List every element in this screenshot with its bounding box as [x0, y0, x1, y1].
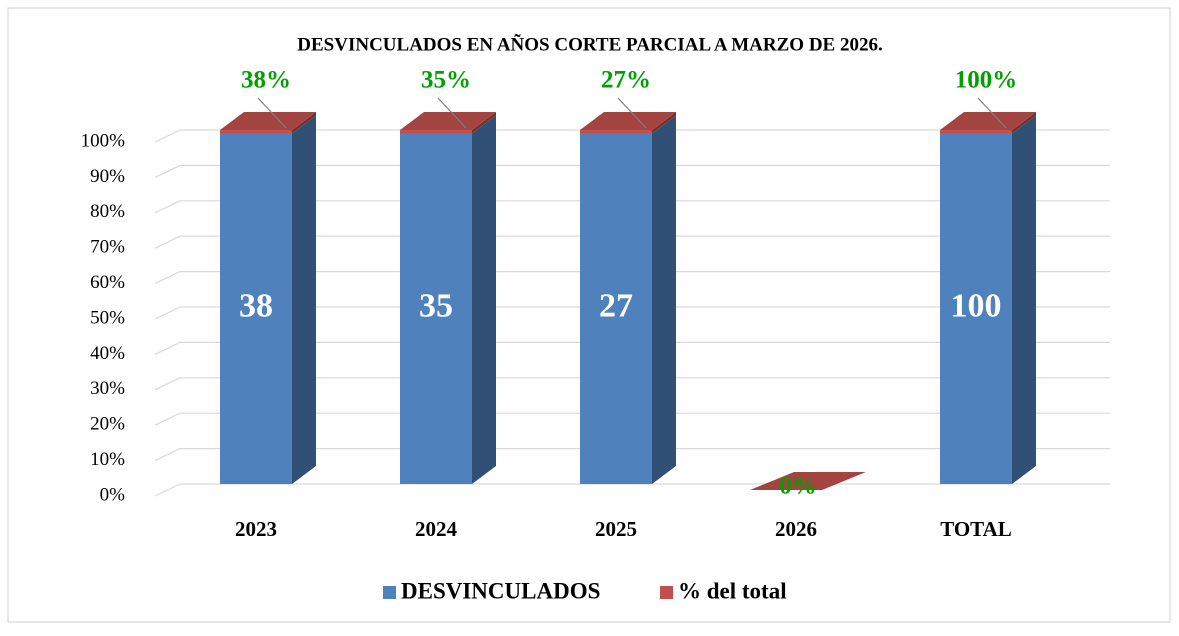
bar-side: [1012, 112, 1036, 134]
bar-top: [750, 472, 866, 490]
bar-side: [652, 112, 676, 134]
x-tick-label: 2025: [595, 517, 637, 541]
grid-diagonal: [154, 377, 181, 391]
data-label: 27%: [601, 67, 651, 94]
bar-front: [400, 130, 472, 134]
y-tick-label: 30%: [90, 378, 125, 399]
y-tick-label: 100%: [81, 130, 126, 151]
y-tick-label: 0%: [100, 484, 126, 505]
y-tick-label: 40%: [90, 343, 125, 364]
bar-top: [220, 112, 316, 130]
y-tick-label: 50%: [90, 307, 125, 328]
leader-line: [617, 97, 647, 129]
data-label: 38%: [241, 67, 291, 94]
x-tick-label: 2023: [235, 517, 277, 541]
x-tick-label: TOTAL: [940, 517, 1012, 541]
y-tick-label: 20%: [90, 414, 125, 435]
bar-front: [580, 133, 652, 484]
bar-side: [292, 112, 316, 134]
y-tick-label: 10%: [90, 449, 125, 470]
leader-line: [257, 97, 287, 129]
data-label: 100%: [955, 67, 1018, 94]
bar-top: [580, 112, 676, 130]
bar-side: [652, 115, 676, 485]
grid-diagonal: [154, 200, 181, 214]
chart-title: DESVINCULADOS EN AÑOS CORTE PARCIAL A MA…: [297, 33, 882, 55]
bar-front: [400, 133, 472, 484]
legend-swatch: [383, 586, 396, 599]
grid-diagonal: [154, 164, 181, 178]
bar-front: [580, 130, 652, 134]
legend-label: DESVINCULADOS: [401, 578, 600, 603]
bar-front: [940, 133, 1012, 484]
bar-front: [220, 133, 292, 484]
y-tick-label: 60%: [90, 272, 125, 293]
data-label: 100: [951, 288, 1002, 325]
bar-side: [472, 115, 496, 485]
x-tick-label: 2026: [775, 517, 817, 541]
bar-top: [400, 112, 496, 130]
data-label: 27: [599, 288, 633, 325]
bar-side: [472, 112, 496, 134]
leader-line: [977, 97, 1007, 129]
y-tick-label: 70%: [90, 237, 125, 258]
data-label: 0%: [779, 473, 817, 500]
data-label: 38: [239, 288, 273, 325]
grid-diagonal: [154, 412, 181, 426]
grid-diagonal: [154, 129, 181, 143]
grid-diagonal: [154, 483, 181, 497]
bar-front: [940, 130, 1012, 134]
grid-diagonal: [154, 306, 181, 320]
bar-side: [1012, 115, 1036, 485]
grid-diagonal: [154, 448, 181, 462]
y-tick-label: 90%: [90, 166, 125, 187]
grid-diagonal: [154, 341, 181, 355]
bar-side: [292, 115, 316, 485]
legend-swatch: [660, 586, 673, 599]
data-label: 35%: [421, 67, 471, 94]
leader-line: [437, 97, 467, 129]
y-tick-label: 80%: [90, 201, 125, 222]
x-tick-label: 2024: [415, 517, 458, 541]
data-label: 35: [419, 288, 453, 325]
bar-top: [940, 112, 1036, 130]
bar-front: [220, 130, 292, 134]
grid-diagonal: [154, 235, 181, 249]
grid-diagonal: [154, 271, 181, 285]
legend-label: % del total: [678, 578, 787, 603]
